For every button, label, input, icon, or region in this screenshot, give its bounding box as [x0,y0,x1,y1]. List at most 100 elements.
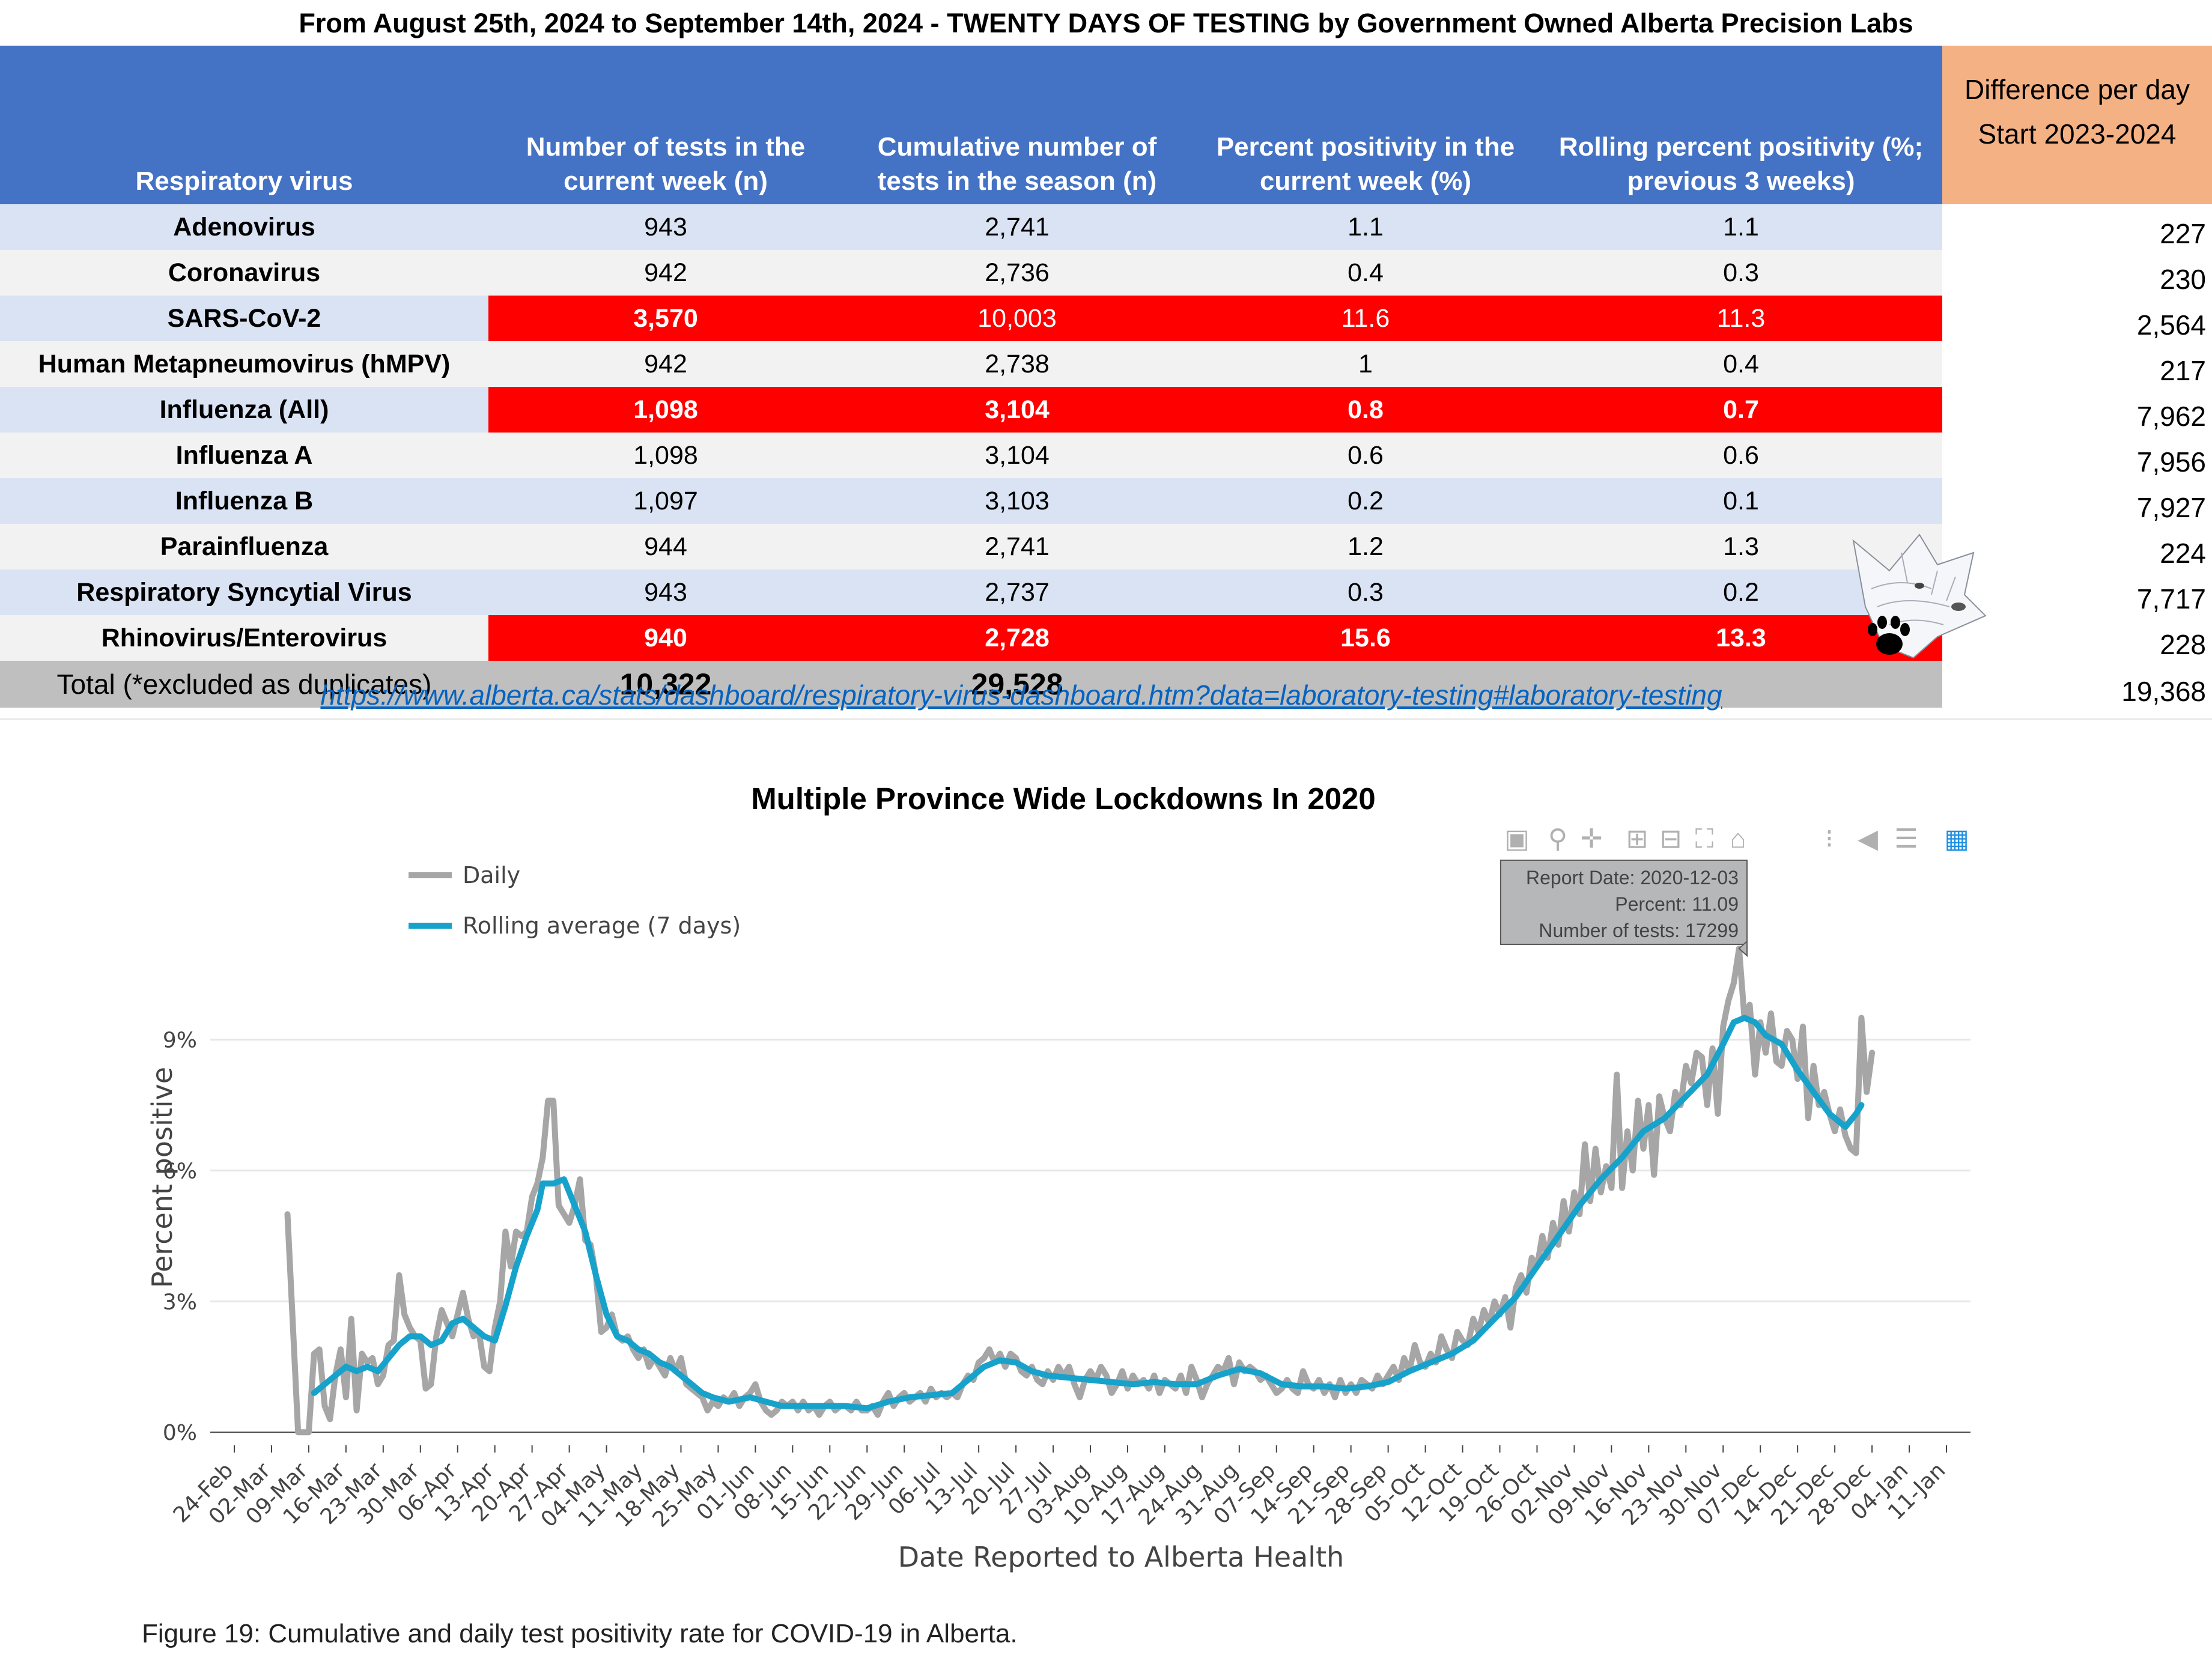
virus-name-cell: SARS-CoV-2 [0,296,488,341]
y-tick-label: 6% [163,1159,197,1184]
total-difference: 19,368 [1942,661,2212,708]
wolf-paw-icon [1852,533,1987,659]
pct-week-cell: 1 [1191,341,1540,387]
rolling-cell: 0.6 [1540,433,1942,478]
figure-caption: Figure 19: Cumulative and daily test pos… [142,1619,1018,1648]
autoscale-icon[interactable]: ⛶ [1695,824,1714,854]
total-label: Total (*excluded as duplicates) [0,661,488,708]
respiratory-virus-table: Respiratory virus Number of tests in the… [0,46,2212,708]
table-row: Influenza (All) 1,098 3,104 0.8 0.7 7,962 [0,387,2212,433]
cumulative-cell: 2,737 [843,569,1191,615]
virus-name-cell: Influenza (All) [0,387,488,433]
source-link[interactable]: https://www.alberta.ca/stats/dashboard/r… [320,679,1722,711]
home-icon[interactable]: ⌂ [1730,824,1746,854]
pct-week-cell: 0.6 [1191,433,1540,478]
pct-week-cell: 11.6 [1191,296,1540,341]
chart-legend[interactable]: Daily Rolling average (7 days) [409,862,741,939]
header-pct-week: Percent positivity in the current week (… [1191,46,1540,204]
hover-pointer [1738,940,1748,958]
rolling-cell: 0.1 [1540,478,1942,524]
y-axis-title: Percent positive [146,1067,178,1288]
cumulative-cell: 3,104 [843,433,1191,478]
virus-name-cell: Influenza B [0,478,488,524]
difference-cell: 227 [1942,204,2212,250]
table-total-row: Total (*excluded as duplicates) 10,322 29,… [0,661,2212,708]
pct-week-cell: 0.8 [1191,387,1540,433]
table-row: Coronavirus 942 2,736 0.4 0.3 230 [0,250,2212,296]
rolling-cell: 0.3 [1540,250,1942,296]
daily-series-line[interactable] [284,945,1876,1436]
virus-name-cell: Coronavirus [0,250,488,296]
table-row: Adenovirus 943 2,741 1.1 1.1 227 [0,204,2212,250]
rolling-cell: 0.4 [1540,341,1942,387]
tests-week-cell: 940 [488,615,843,661]
virus-name-cell: Human Metapneumovirus (hMPV) [0,341,488,387]
pct-week-cell: 0.4 [1191,250,1540,296]
table-row: Parainfluenza 944 2,741 1.2 1.3 224 [0,524,2212,569]
table-row: Respiratory Syncytial Virus 943 2,737 0.3 0.… [0,569,2212,615]
rolling-cell: 11.3 [1540,296,1942,341]
tests-week-cell: 943 [488,204,843,250]
positivity-line-chart: 0%3%6%9%24-Feb02-Mar09-Mar16-Mar23-Mar30… [146,860,1970,1573]
header-cumulative: Cumulative number of tests in the season… [843,46,1191,204]
difference-cell: 230 [1942,250,2212,296]
pan-icon[interactable]: ✛ [1580,824,1603,854]
tests-week-cell: 944 [488,524,843,569]
rolling-cell: 1.1 [1540,204,1942,250]
y-tick-label: 9% [163,1028,197,1053]
pct-week-cell: 1.1 [1191,204,1540,250]
cumulative-cell: 2,736 [843,250,1191,296]
hover-line2: Percent: 11.09 [1615,893,1739,915]
camera-icon[interactable]: ▣ [1504,824,1530,854]
header-virus: Respiratory virus [0,46,488,204]
tests-week-cell: 942 [488,250,843,296]
link-divider [0,718,2212,720]
pct-week-cell: 0.3 [1191,569,1540,615]
pct-week-cell: 15.6 [1191,615,1540,661]
hover-tooltip: Report Date: 2020-12-03 Percent: 11.09 Num… [1500,860,1748,958]
virus-name-cell: Respiratory Syncytial Virus [0,569,488,615]
legend-label-daily: Daily [463,862,520,888]
virus-name-cell: Adenovirus [0,204,488,250]
x-axis-title: Date Reported to Alberta Health [898,1541,1345,1573]
total-empty-rolling [1540,661,1942,708]
cumulative-cell: 2,728 [843,615,1191,661]
tests-week-cell: 3,570 [488,296,843,341]
difference-cell: 2,564 [1942,296,2212,341]
total-tests: 10,322 [488,661,843,708]
pct-week-cell: 1.2 [1191,524,1540,569]
difference-cell: 7,962 [1942,387,2212,433]
header-rolling: Rolling percent positivity (%; previous … [1540,46,1942,204]
difference-cell: 7,717 [1942,569,2212,615]
difference-cell: 7,927 [1942,478,2212,524]
zoom-in-icon[interactable]: ⊞ [1626,824,1648,854]
difference-cell: 217 [1942,341,2212,387]
zoom-out-icon[interactable]: ⊟ [1659,824,1682,854]
tests-week-cell: 1,097 [488,478,843,524]
legend-label-rolling: Rolling average (7 days) [463,912,741,939]
hover-closest-icon[interactable]: ◀ [1858,824,1878,854]
difference-cell: 7,956 [1942,433,2212,478]
cumulative-cell: 10,003 [843,296,1191,341]
hover-compare-icon[interactable]: ☰ [1894,824,1918,854]
table-row: SARS-CoV-2 3,570 10,003 11.6 11.3 2,564 [0,296,2212,341]
plotly-logo-icon[interactable]: ▦ [1944,824,1969,854]
y-tick-label: 3% [163,1290,197,1314]
y-tick-label: 0% [163,1421,197,1445]
rolling-average-line[interactable] [311,1015,1865,1412]
pct-week-cell: 0.2 [1191,478,1540,524]
difference-cell: 224 [1942,524,2212,569]
cumulative-cell: 3,104 [843,387,1191,433]
tests-week-cell: 942 [488,341,843,387]
header-difference: Difference per day Start 2023-2024 [1942,46,2212,204]
table-header-row: Respiratory virus Number of tests in the… [0,46,2212,204]
tests-week-cell: 1,098 [488,433,843,478]
hover-box [1500,860,1748,945]
rolling-cell: 0.7 [1540,387,1942,433]
zoom-icon[interactable]: ⚲ [1548,824,1568,854]
hover-line3: Number of tests: 17299 [1539,920,1739,941]
tests-week-cell: 943 [488,569,843,615]
chart-series [284,945,1876,1436]
spike-lines-icon[interactable]: ⁝ [1825,824,1834,854]
table-row: Influenza A 1,098 3,104 0.6 0.6 7,956 [0,433,2212,478]
